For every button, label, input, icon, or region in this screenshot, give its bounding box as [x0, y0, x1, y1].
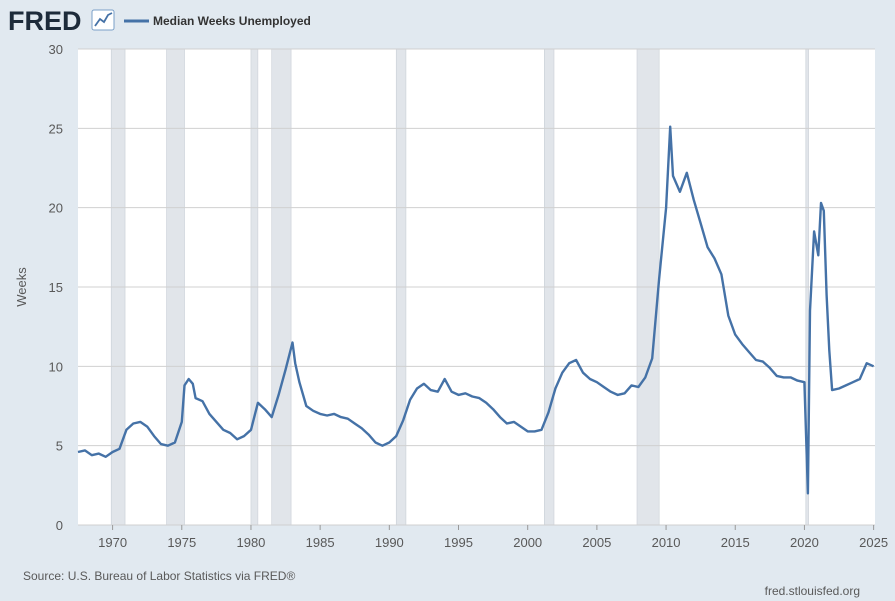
site-text: fred.stlouisfed.org: [765, 584, 860, 598]
fred-logo-text: FRED: [8, 6, 82, 36]
x-tick-label: 2010: [652, 535, 681, 550]
y-tick-label: 5: [56, 439, 63, 454]
y-tick-label: 15: [49, 280, 63, 295]
fred-line-chart-icon: [91, 9, 115, 31]
y-tick-label: 20: [49, 201, 63, 216]
y-tick-label: 0: [56, 518, 63, 533]
x-tick-label: 1980: [236, 535, 265, 550]
legend: Median Weeks Unemployed: [124, 14, 311, 28]
y-axis-ticks: 0 5 10 15 20 25 30: [49, 42, 63, 533]
y-tick-label: 25: [49, 121, 63, 136]
x-tick-label: 2020: [790, 535, 819, 550]
grid-lines: [78, 48, 875, 526]
fred-logo: FRED: [8, 6, 115, 36]
x-tick-label: 1970: [98, 535, 127, 550]
x-tick-label: 1990: [375, 535, 404, 550]
x-tick-label: 1985: [306, 535, 335, 550]
y-tick-label: 10: [49, 359, 63, 374]
x-tick-label: 2005: [582, 535, 611, 550]
legend-label: Median Weeks Unemployed: [153, 14, 311, 28]
y-axis-label: Weeks: [14, 267, 29, 307]
x-axis-ticks: 1970 1975 1980 1985 1990 1995 2000 2005 2010 2015…: [98, 525, 888, 550]
source-text: Source: U.S. Bureau of Labor Statistics …: [23, 569, 295, 583]
x-tick-label: 1995: [444, 535, 473, 550]
x-tick-label: 2000: [513, 535, 542, 550]
x-tick-label: 2025: [859, 535, 888, 550]
y-tick-label: 30: [49, 42, 63, 57]
series-line-median-weeks-unemployed: [77, 125, 875, 495]
x-tick-label: 2015: [721, 535, 750, 550]
x-tick-label: 1975: [167, 535, 196, 550]
